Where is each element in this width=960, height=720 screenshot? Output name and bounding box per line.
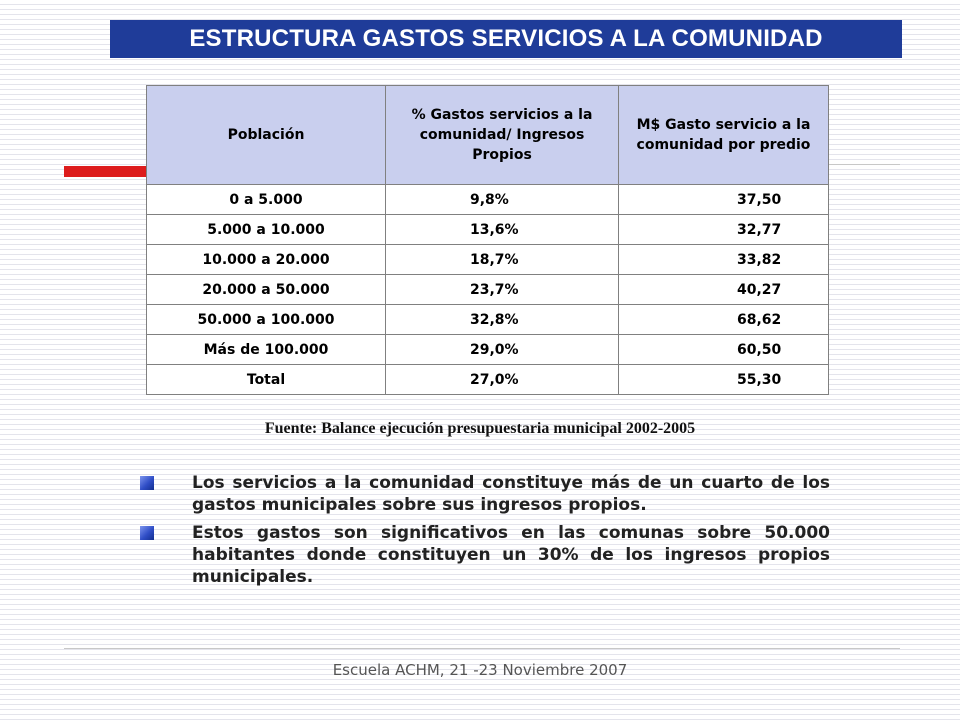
cell-amount: 33,82	[618, 244, 829, 275]
source-note: Fuente: Balance ejecución presupuestaria…	[264, 420, 696, 437]
red-accent-bar	[64, 166, 150, 177]
cell-percent: 13,6%	[385, 214, 619, 245]
cell-percent: 9,8%	[385, 184, 619, 215]
bullet-text: Los servicios a la comunidad constituye …	[192, 473, 830, 515]
cell-population: Más de 100.000	[146, 334, 386, 365]
header-expense-per-property: M$ Gasto servicio a la comunidad por pre…	[618, 85, 829, 185]
cell-percent: 29,0%	[385, 334, 619, 365]
square-bullet-icon	[140, 476, 154, 490]
square-bullet-icon	[140, 526, 154, 540]
cell-amount: 32,77	[618, 214, 829, 245]
cell-population: 50.000 a 100.000	[146, 304, 386, 335]
cell-population: 0 a 5.000	[146, 184, 386, 215]
table-row: 5.000 a 10.000 13,6% 32,77	[146, 214, 829, 245]
table-row: 50.000 a 100.000 32,8% 68,62	[146, 304, 829, 335]
header-population: Población	[146, 85, 386, 185]
header-percent-expense: % Gastos servicios a la comunidad/ Ingre…	[385, 85, 619, 185]
expense-table: Población % Gastos servicios a la comuni…	[146, 85, 829, 395]
footer-text: Escuela ACHM, 21 -23 Noviembre 2007	[332, 661, 628, 679]
divider-bottom	[64, 648, 900, 649]
cell-percent: 27,0%	[385, 364, 619, 395]
list-item: Estos gastos son significativos en las c…	[140, 522, 830, 588]
cell-population: 20.000 a 50.000	[146, 274, 386, 305]
table-row: 10.000 a 20.000 18,7% 33,82	[146, 244, 829, 275]
table-row: 20.000 a 50.000 23,7% 40,27	[146, 274, 829, 305]
cell-amount: 40,27	[618, 274, 829, 305]
table-header-row: Población % Gastos servicios a la comuni…	[146, 85, 829, 185]
cell-population: 10.000 a 20.000	[146, 244, 386, 275]
table-row: 0 a 5.000 9,8% 37,50	[146, 184, 829, 215]
cell-percent: 23,7%	[385, 274, 619, 305]
bullet-list: Los servicios a la comunidad constituye …	[140, 472, 830, 594]
bullet-text: Estos gastos son significativos en las c…	[192, 523, 830, 587]
table-row: Más de 100.000 29,0% 60,50	[146, 334, 829, 365]
cell-percent: 32,8%	[385, 304, 619, 335]
cell-amount: 60,50	[618, 334, 829, 365]
cell-amount: 55,30	[618, 364, 829, 395]
cell-population: 5.000 a 10.000	[146, 214, 386, 245]
cell-percent: 18,7%	[385, 244, 619, 275]
cell-amount: 68,62	[618, 304, 829, 335]
list-item: Los servicios a la comunidad constituye …	[140, 472, 830, 516]
cell-amount: 37,50	[618, 184, 829, 215]
cell-population: Total	[146, 364, 386, 395]
table-row-total: Total 27,0% 55,30	[146, 364, 829, 395]
slide-title: ESTRUCTURA GASTOS SERVICIOS A LA COMUNID…	[110, 20, 902, 58]
